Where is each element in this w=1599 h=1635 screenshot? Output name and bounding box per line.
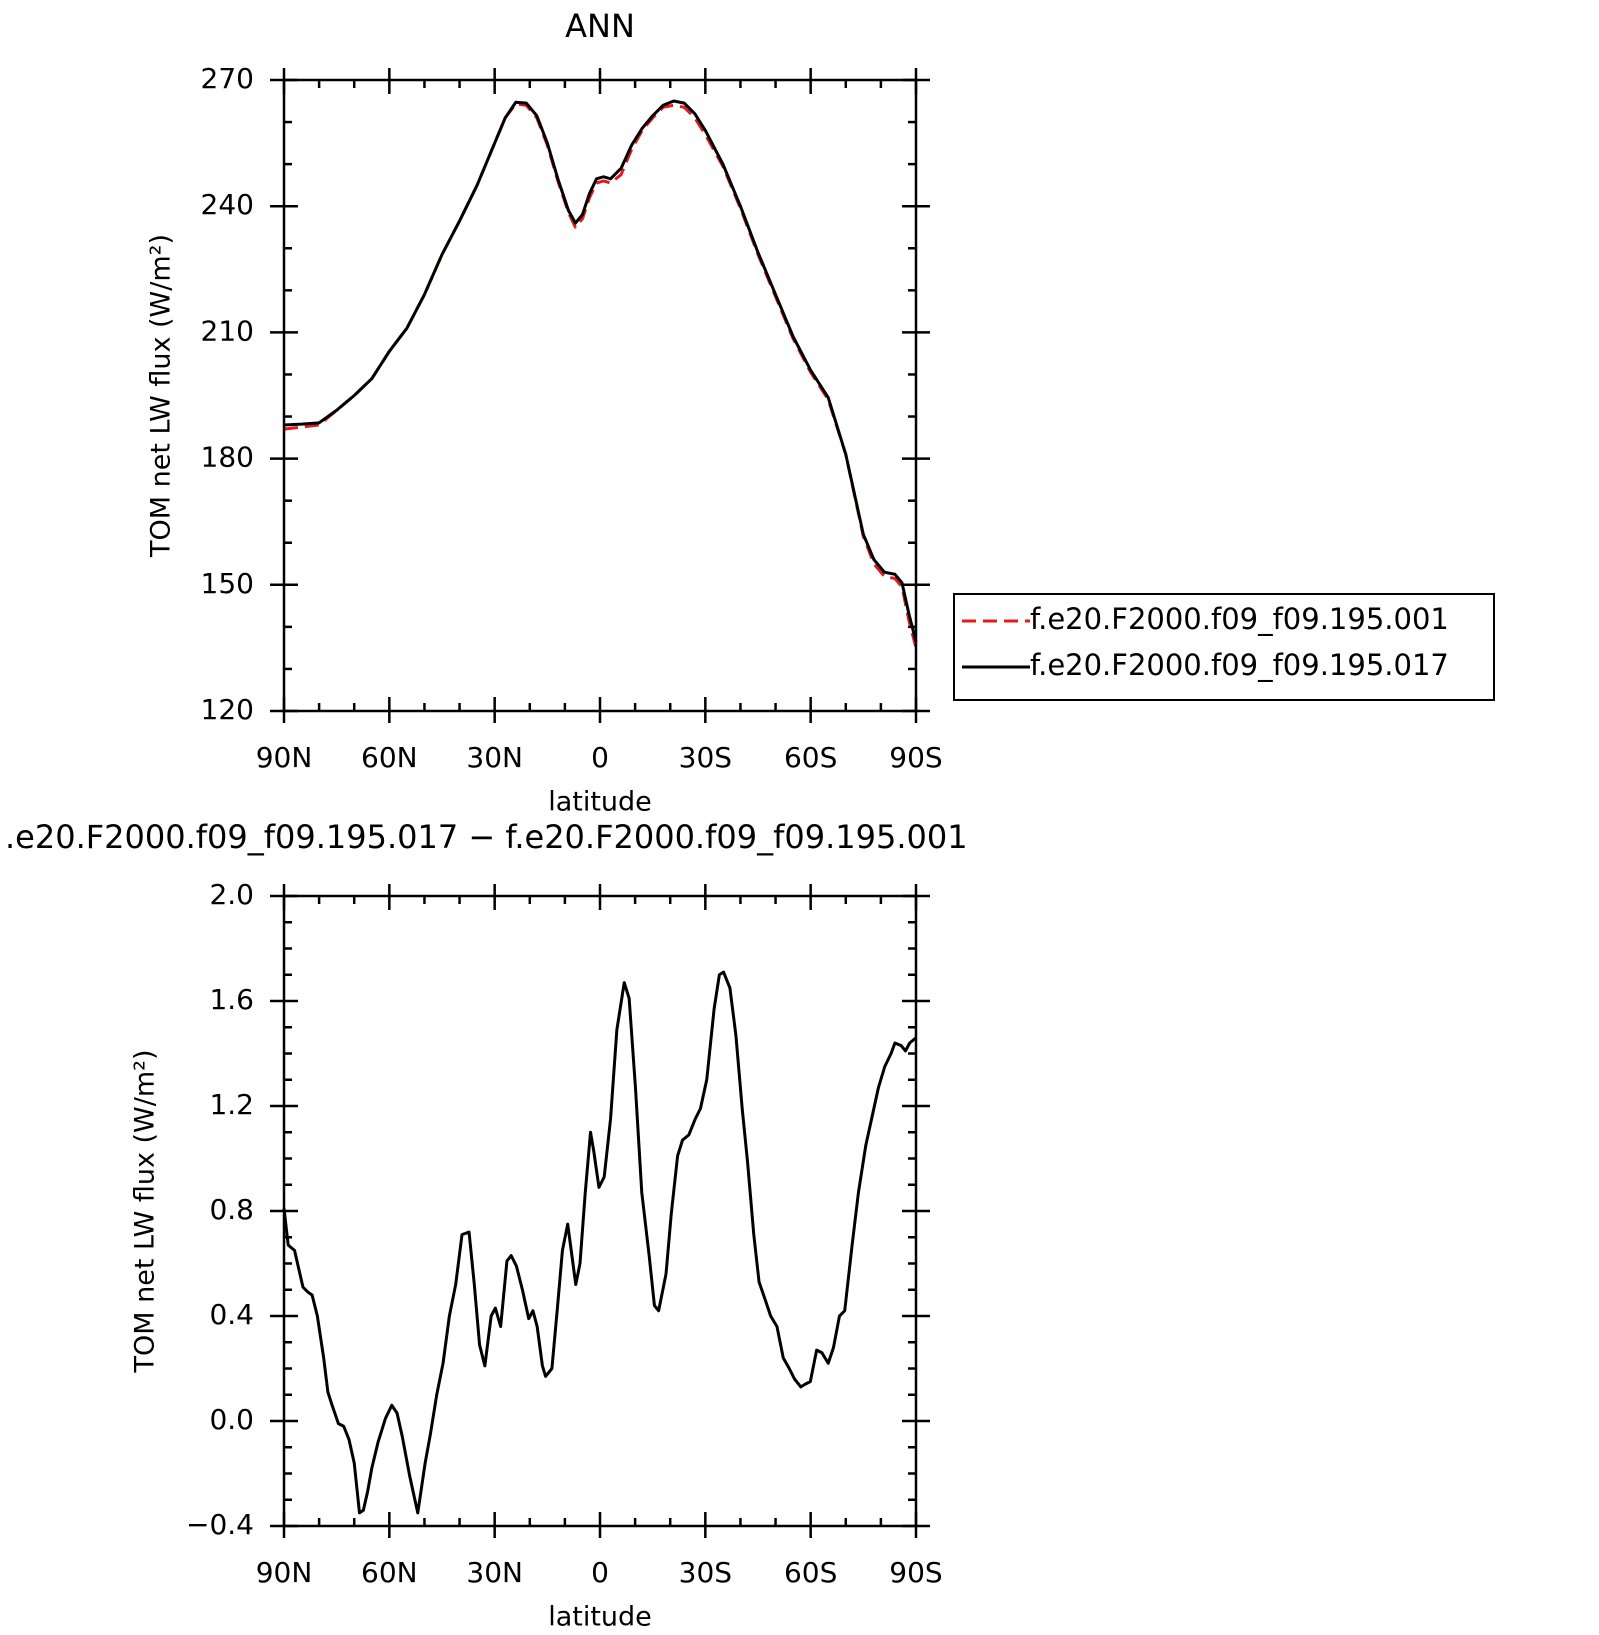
- x-tick-label: 0: [591, 1556, 609, 1589]
- y-tick-label: 0.8: [209, 1193, 254, 1226]
- x-axis-label: latitude: [548, 1602, 652, 1633]
- chart-title: ANN: [565, 7, 635, 45]
- x-axis-label: latitude: [548, 787, 652, 818]
- chart-panel: .e20.F2000.f09_f09.195.017 − f.e20.F2000…: [5, 818, 968, 1633]
- y-axis-label: TOM net LW flux (W/m²): [146, 234, 177, 558]
- legend-label: f.e20.F2000.f09_f09.195.017: [1030, 648, 1449, 682]
- legend-label: f.e20.F2000.f09_f09.195.001: [1030, 602, 1449, 636]
- y-tick-label: 240: [201, 188, 254, 221]
- x-tick-label: 90S: [889, 1556, 942, 1589]
- y-tick-label: 1.2: [209, 1088, 254, 1121]
- chart-title: .e20.F2000.f09_f09.195.017 − f.e20.F2000…: [5, 818, 968, 856]
- y-tick-label: 0.4: [209, 1298, 254, 1331]
- x-tick-label: 60N: [361, 1556, 418, 1589]
- x-tick-label: 30S: [679, 741, 732, 774]
- x-tick-label: 30N: [466, 741, 523, 774]
- y-tick-label: 120: [201, 693, 254, 726]
- y-tick-label: 270: [201, 62, 254, 95]
- data-line: [283, 99, 918, 642]
- x-tick-label: 0: [591, 741, 609, 774]
- chart-panel: ANN latitude TOM net LW flux (W/m²) 120 150 1…: [146, 7, 1495, 818]
- y-tick-label: 150: [201, 567, 254, 600]
- y-tick-label: 0.0: [209, 1403, 254, 1436]
- x-tick-label: 90S: [889, 741, 942, 774]
- y-tick-label: 1.6: [209, 983, 254, 1016]
- legend: f.e20.F2000.f09_f09.195.001 f.e20.F2000.f…: [953, 593, 1495, 701]
- plot-frame: [282, 78, 918, 713]
- x-tick-label: 60S: [784, 741, 837, 774]
- x-tick-label: 30S: [679, 1556, 732, 1589]
- x-tick-label: 90N: [256, 741, 313, 774]
- plot-frame: [282, 894, 918, 1528]
- data-line: [283, 102, 918, 649]
- legend-box: [953, 593, 1495, 701]
- y-tick-label: −0.4: [186, 1508, 254, 1541]
- y-axis-label: TOM net LW flux (W/m²): [130, 1049, 161, 1373]
- data-line: [282, 970, 917, 1515]
- x-tick-label: 90N: [256, 1556, 313, 1589]
- y-tick-label: 210: [201, 314, 254, 347]
- x-tick-label: 60N: [361, 741, 418, 774]
- y-tick-label: 180: [201, 441, 254, 474]
- x-tick-label: 60S: [784, 1556, 837, 1589]
- x-tick-label: 30N: [466, 1556, 523, 1589]
- y-tick-label: 2.0: [209, 878, 254, 911]
